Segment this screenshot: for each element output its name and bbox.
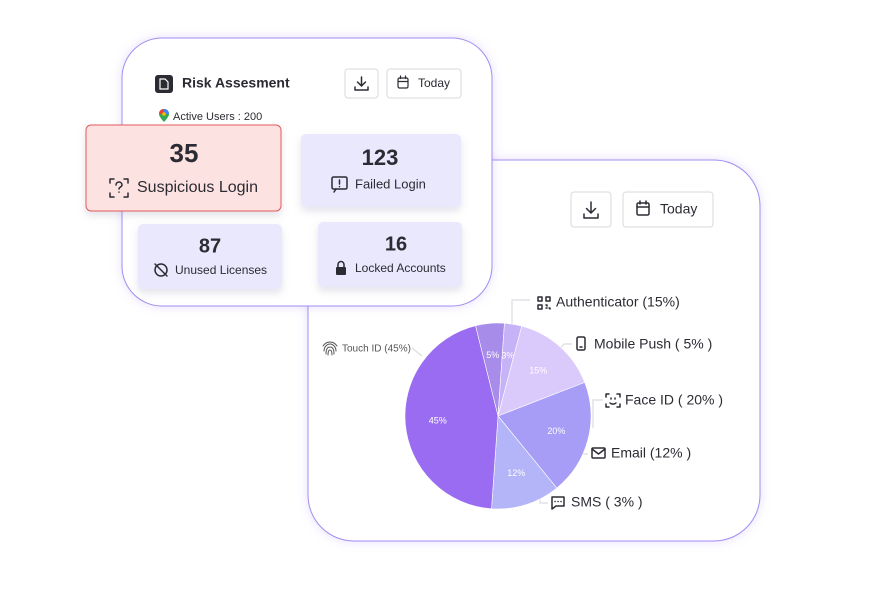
stat-label: Unused Licenses [175, 263, 267, 277]
stat-label: Locked Accounts [355, 261, 446, 275]
slice-label: 45% [429, 416, 447, 426]
active-users-label: Active Users : 200 [173, 111, 262, 123]
callout: SMS ( 3% ) [551, 494, 643, 510]
stat-label: Suspicious Login [137, 179, 258, 196]
slice-label: 15% [529, 365, 547, 375]
pie-slice [497, 381, 592, 489]
stat-value: 35 [170, 138, 199, 168]
callout-label: Touch ID (45%) [342, 344, 411, 355]
callout-label: Authenticator (15%) [556, 294, 680, 310]
callout-label: Email (12% ) [611, 445, 691, 461]
download-button[interactable] [344, 68, 379, 99]
slice-label: 20% [547, 426, 565, 436]
slice-label: 3% [501, 351, 514, 361]
stat-tile-highlight[interactable]: 35 Suspicious Login [85, 124, 282, 212]
pie-slice [491, 415, 558, 510]
callout-label: SMS ( 3% ) [571, 494, 643, 510]
date-label: Today [660, 201, 697, 217]
pie-slice [404, 325, 499, 510]
download-button[interactable] [570, 191, 612, 228]
active-users: Active Users : 200 [159, 109, 262, 123]
callout-label: Face ID ( 20% ) [625, 392, 723, 408]
risk-title: Risk Assesment [182, 75, 290, 91]
callout: Touch ID (45%) [322, 341, 411, 356]
stat-value: 16 [385, 233, 407, 255]
risk-header: Risk Assesment [155, 75, 290, 93]
callout: Email (12% ) [591, 445, 691, 461]
pie-chart: 5% 3% 15% 20% 12% 45% [404, 322, 592, 510]
pie-slice [497, 325, 586, 417]
stat-tile[interactable]: 87 Unused Licenses [138, 224, 282, 289]
callout: Authenticator (15%) [537, 294, 680, 310]
slice-label: 12% [507, 468, 525, 478]
stat-value: 123 [362, 145, 399, 170]
stat-tile[interactable]: 16 Locked Accounts [318, 222, 462, 287]
date-button[interactable]: Today [386, 68, 462, 99]
stat-tile[interactable]: 123 Failed Login [301, 134, 461, 207]
stat-label: Failed Login [355, 176, 426, 191]
date-label: Today [418, 76, 450, 90]
callout-label: Mobile Push ( 5% ) [594, 336, 712, 352]
callout: Face ID ( 20% ) [605, 392, 723, 408]
date-button[interactable]: Today [622, 191, 714, 228]
slice-label: 5% [486, 350, 499, 360]
callout: Mobile Push ( 5% ) [576, 336, 712, 352]
stat-value: 87 [199, 235, 221, 257]
